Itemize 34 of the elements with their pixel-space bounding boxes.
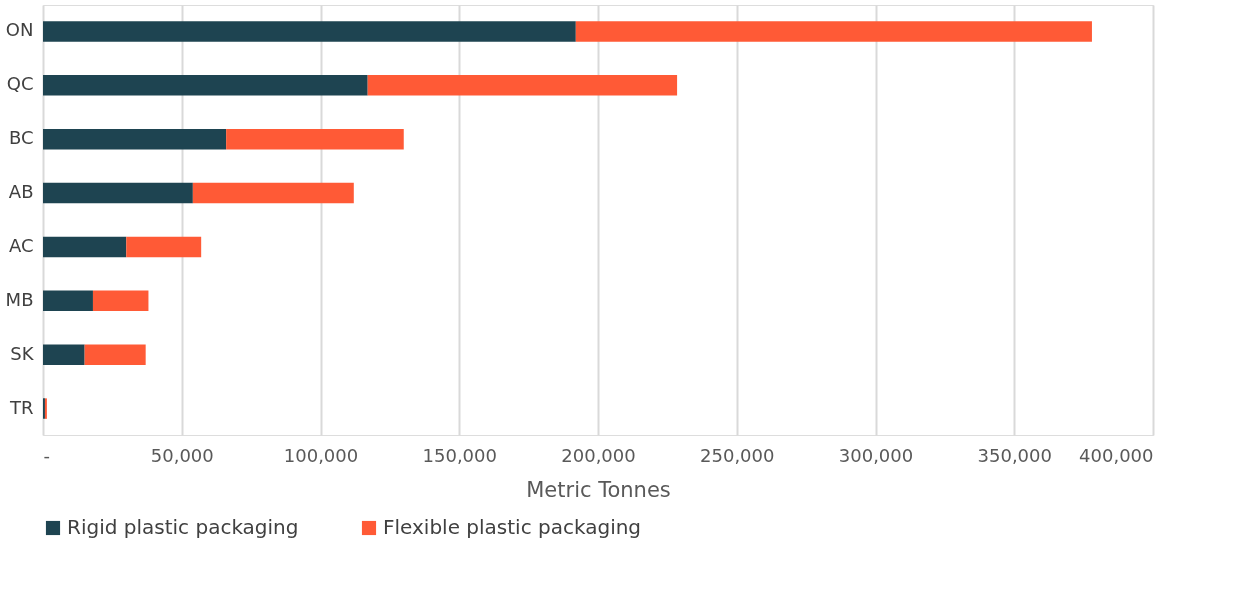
y-tick-label: ON bbox=[5, 19, 34, 41]
bar bbox=[92, 290, 149, 312]
x-tick-label: 300,000 bbox=[838, 444, 914, 466]
x-axis-title: Metric Tonnes bbox=[526, 477, 671, 502]
x-tick-label: 250,000 bbox=[700, 444, 775, 466]
bar bbox=[43, 128, 227, 150]
bar bbox=[126, 236, 202, 258]
bar bbox=[192, 182, 354, 204]
y-tick-label: AB bbox=[8, 181, 34, 203]
y-tick-label: SK bbox=[10, 342, 35, 364]
legend-label: Rigid plastic packaging bbox=[67, 515, 299, 539]
y-tick-label: TR bbox=[8, 396, 34, 418]
y-tick-label: BC bbox=[8, 127, 34, 149]
x-tick-label: 100,000 bbox=[283, 444, 359, 466]
bar bbox=[84, 344, 146, 365]
bar bbox=[43, 290, 93, 312]
bar bbox=[575, 21, 1092, 42]
x-tick-label: - bbox=[43, 444, 50, 466]
y-tick-label: AC bbox=[8, 234, 34, 256]
bar bbox=[43, 21, 576, 42]
y-tick-label: MB bbox=[5, 288, 34, 310]
bar bbox=[43, 75, 368, 96]
x-tick-label: 150,000 bbox=[422, 444, 497, 466]
bar bbox=[43, 182, 193, 204]
bar bbox=[43, 236, 127, 258]
x-tick-label: 350,000 bbox=[977, 444, 1052, 466]
legend-label: Flexible plastic packaging bbox=[383, 515, 642, 539]
x-tick-label: 200,000 bbox=[561, 444, 636, 466]
y-tick-label: QC bbox=[6, 73, 34, 95]
x-tick-label: 400,000 bbox=[1079, 444, 1154, 466]
x-tick-label: 50,000 bbox=[150, 444, 214, 466]
bar bbox=[367, 75, 678, 96]
bar bbox=[226, 128, 404, 150]
bar bbox=[43, 344, 85, 365]
